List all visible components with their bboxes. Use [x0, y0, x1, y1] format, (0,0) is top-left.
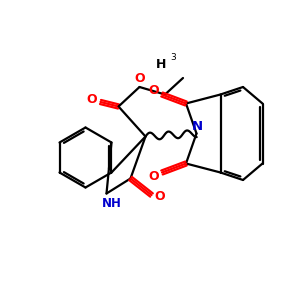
Text: O: O [154, 190, 165, 203]
Text: O: O [87, 92, 98, 106]
Text: H: H [156, 58, 166, 71]
Text: N: N [191, 120, 203, 134]
Text: O: O [134, 72, 145, 85]
Text: 3: 3 [170, 52, 176, 62]
Text: O: O [148, 170, 159, 184]
Text: NH: NH [102, 196, 122, 210]
Text: O: O [148, 84, 159, 98]
